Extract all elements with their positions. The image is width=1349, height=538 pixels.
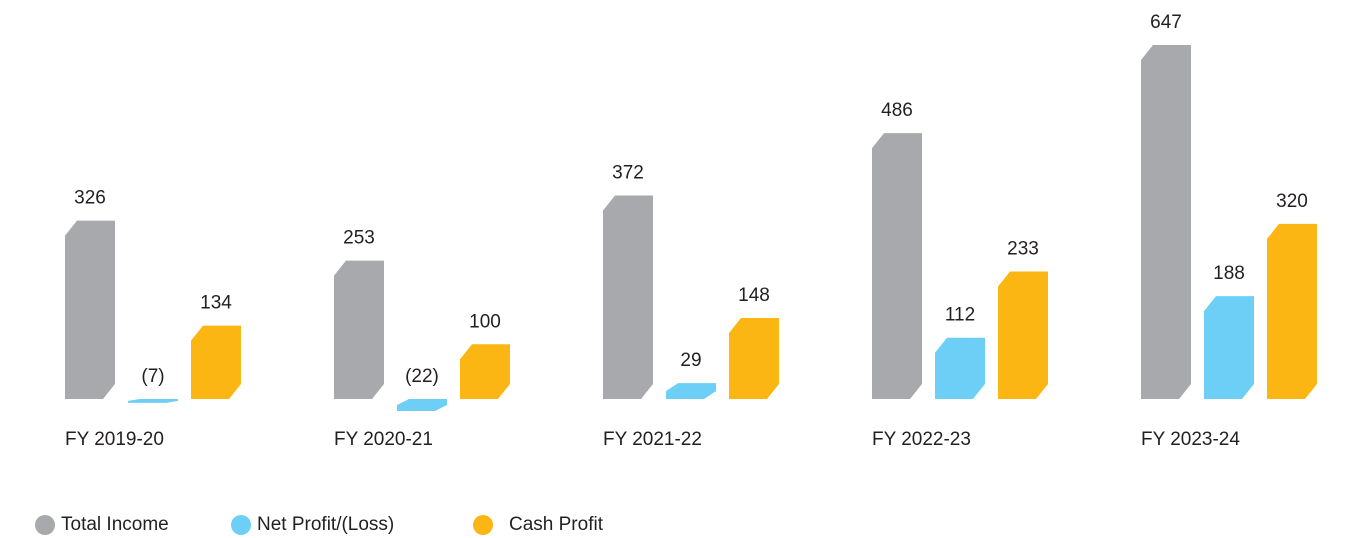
data-label: (22) — [405, 366, 439, 387]
data-label: 148 — [738, 285, 770, 306]
bar — [397, 399, 447, 412]
bar — [998, 271, 1048, 399]
data-label: 647 — [1150, 12, 1182, 33]
data-label: 233 — [1007, 239, 1039, 260]
x-tick-label: FY 2023-24 — [1141, 429, 1240, 450]
legend-label: Total Income — [61, 514, 169, 535]
data-label: 372 — [612, 162, 644, 183]
x-tick-label: FY 2022-23 — [872, 429, 971, 450]
bar — [191, 325, 241, 399]
data-label: 188 — [1213, 263, 1245, 284]
x-tick-label: FY 2021-22 — [603, 429, 702, 450]
x-tick-label: FY 2020-21 — [334, 429, 433, 450]
data-label: 320 — [1276, 191, 1308, 212]
data-label: 253 — [343, 228, 375, 249]
bar — [128, 399, 178, 403]
bar — [935, 337, 985, 399]
data-label: 134 — [200, 293, 232, 314]
bar — [1141, 45, 1191, 399]
data-label: (7) — [141, 366, 164, 387]
legend-swatch — [231, 515, 251, 535]
bar — [334, 260, 384, 399]
bar — [460, 344, 510, 399]
legend-swatch — [473, 515, 493, 535]
legend-label: Cash Profit — [509, 514, 604, 535]
bar — [666, 383, 716, 399]
data-label: 326 — [74, 188, 106, 209]
data-label: 486 — [881, 100, 913, 121]
legend-swatch — [35, 515, 55, 535]
bar — [1204, 296, 1254, 399]
data-label: 29 — [680, 350, 701, 371]
data-label: 100 — [469, 311, 501, 332]
x-tick-label: FY 2019-20 — [65, 429, 164, 450]
bar — [65, 220, 115, 399]
legend-label: Net Profit/(Loss) — [257, 514, 394, 535]
bar — [872, 133, 922, 399]
data-label: 112 — [945, 305, 975, 326]
bar — [1267, 223, 1317, 399]
bar — [729, 318, 779, 399]
bar — [603, 195, 653, 399]
